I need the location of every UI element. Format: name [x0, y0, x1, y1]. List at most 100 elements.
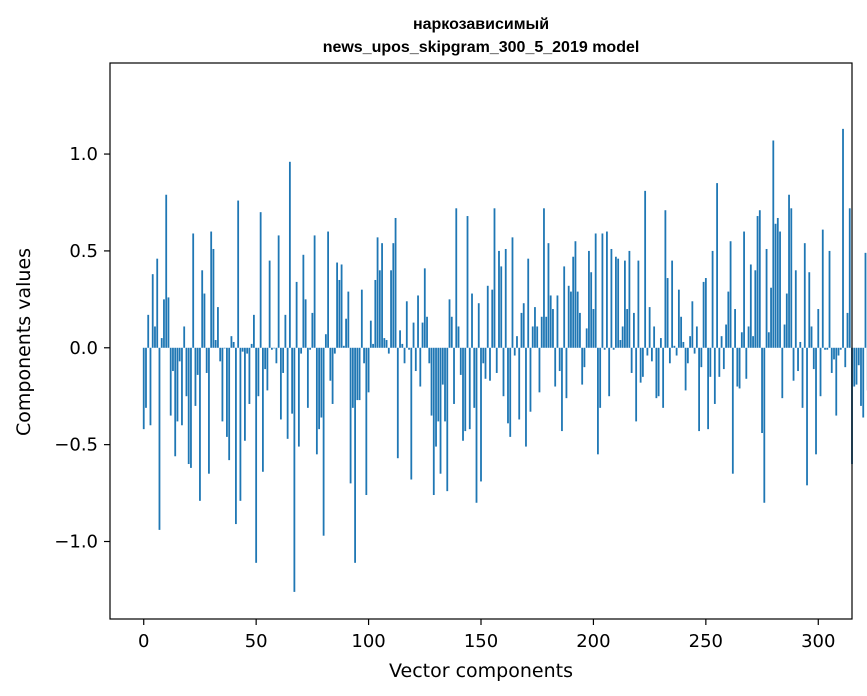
bar — [592, 309, 595, 348]
bar — [621, 326, 624, 348]
bar — [201, 270, 204, 348]
bar — [662, 347, 665, 408]
bar — [428, 347, 431, 364]
bar — [682, 341, 685, 348]
bar — [279, 347, 282, 420]
bar — [619, 340, 622, 348]
bar — [707, 347, 709, 430]
bar — [570, 291, 572, 348]
bar — [579, 312, 581, 348]
bar — [477, 303, 480, 348]
bar — [349, 347, 352, 484]
bar — [538, 347, 541, 393]
bar — [597, 347, 599, 455]
bar — [302, 254, 305, 348]
bar — [250, 343, 253, 348]
bar — [628, 250, 631, 348]
bar — [576, 291, 579, 348]
bar — [419, 347, 422, 387]
bar — [700, 347, 703, 368]
bar — [864, 252, 867, 348]
x-tick-label: 200 — [576, 631, 610, 652]
bar — [790, 208, 793, 348]
bar — [803, 243, 806, 348]
bar — [253, 314, 255, 348]
bar — [842, 128, 844, 348]
bar — [698, 347, 700, 432]
x-tick-label: 0 — [138, 631, 149, 652]
bar — [421, 322, 424, 348]
bar — [257, 347, 260, 397]
bar — [518, 347, 521, 420]
bar — [783, 324, 786, 348]
bar — [810, 326, 813, 348]
bar — [432, 347, 435, 496]
y-axis-ticks: −1.0 −0.5 0.0 0.5 1.0 — [54, 144, 110, 553]
bar — [507, 347, 509, 424]
bar — [223, 347, 226, 349]
bar — [547, 243, 550, 348]
bar — [194, 347, 197, 406]
bar — [860, 347, 862, 406]
x-axis-label: Vector components — [389, 660, 573, 682]
bar — [354, 347, 356, 563]
bar — [794, 270, 797, 348]
bar — [756, 216, 759, 348]
bar — [702, 281, 705, 348]
bar — [738, 347, 741, 389]
bar — [722, 347, 725, 370]
bar — [266, 347, 269, 391]
bar — [745, 347, 748, 379]
y-axis-label: Components values — [13, 248, 35, 436]
bar — [758, 210, 761, 348]
bar — [327, 231, 329, 348]
x-axis-ticks: 0 50 100 150 200 250 300 — [138, 619, 835, 652]
bar — [572, 256, 575, 348]
bar — [513, 347, 516, 356]
bar — [666, 278, 669, 348]
bar — [358, 347, 361, 401]
bar — [635, 347, 638, 422]
bar — [637, 260, 640, 348]
bar — [630, 347, 633, 373]
bar — [329, 347, 332, 381]
bar — [491, 289, 494, 348]
bar — [734, 309, 736, 348]
bar — [176, 347, 179, 422]
bar — [797, 347, 799, 372]
bar — [552, 309, 554, 348]
bar — [761, 347, 763, 434]
bar — [520, 312, 523, 348]
bar — [671, 260, 674, 348]
bar — [641, 347, 644, 377]
bar — [394, 217, 397, 348]
bar — [412, 322, 415, 348]
bar — [606, 231, 608, 348]
bar — [853, 347, 856, 387]
bar — [668, 347, 671, 364]
bar — [749, 264, 752, 348]
bar — [439, 347, 442, 474]
bar — [282, 347, 285, 373]
bar — [457, 326, 460, 348]
bar — [291, 347, 294, 414]
bar — [740, 332, 743, 348]
bar — [219, 347, 222, 362]
bar — [846, 312, 849, 348]
bar — [644, 190, 647, 348]
bar — [313, 235, 316, 348]
bar — [767, 332, 770, 348]
bar — [392, 243, 395, 348]
bar — [149, 347, 152, 426]
bar — [612, 347, 615, 350]
bar — [145, 347, 147, 408]
bar — [752, 336, 754, 348]
bar — [583, 347, 586, 368]
bar — [403, 347, 406, 364]
bar — [536, 326, 539, 348]
bar — [196, 347, 199, 375]
bar — [588, 250, 590, 348]
bar — [763, 347, 766, 503]
bar — [486, 285, 489, 348]
